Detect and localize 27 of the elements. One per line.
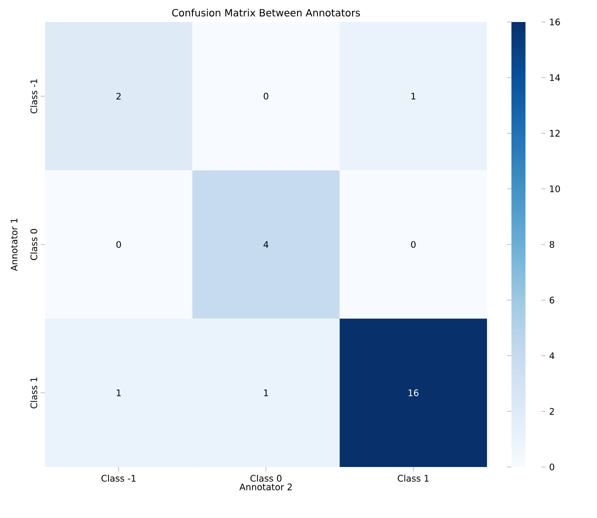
data-label: 0 [116,241,121,248]
color-bar-label: 4 [550,352,554,360]
data-label: 1 [411,92,416,100]
color-bar-label: 14 [550,74,560,81]
data-label: 2 [116,92,121,100]
x-tick-label: Class -1 [101,474,136,482]
y-tick-label: Class -1 [30,79,38,114]
data-label: 16 [408,389,418,396]
chart-title: Confusion Matrix Between Annotators [172,8,360,16]
x-tick-label: Class 0 [250,474,282,482]
y-tick-label: Class 0 [30,229,38,260]
data-label: 1 [116,390,121,396]
color-bar-label: 12 [550,130,560,137]
data-label: 0 [264,92,268,100]
data-label: 0 [411,241,416,248]
color-bar-label: 10 [550,185,560,192]
data-label: 4 [264,241,268,248]
color-bar-label: 8 [550,241,554,248]
data-label: 1 [264,390,268,396]
color-bar-label: 6 [550,296,554,304]
color-bar-label: 0 [550,464,554,470]
x-tick-label: Class 1 [398,474,429,482]
color-bar-label: 16 [550,18,560,26]
x-axis-title: Annotator 2 [239,484,292,490]
y-tick-label: Class 1 [30,378,38,408]
y-axis-title: Annotator 1 [10,218,18,272]
color-bar-label: 2 [550,408,554,415]
